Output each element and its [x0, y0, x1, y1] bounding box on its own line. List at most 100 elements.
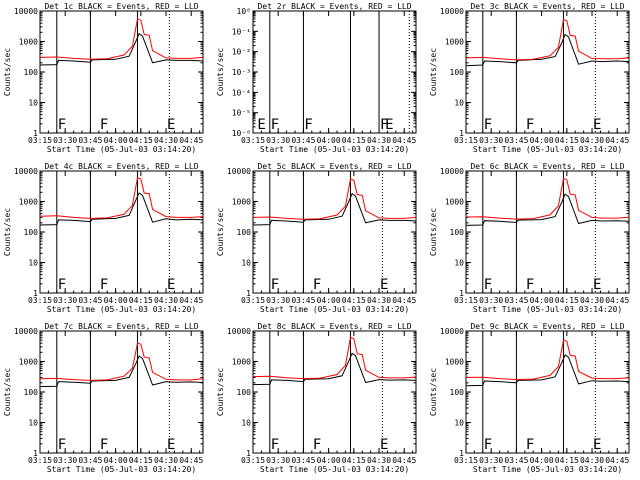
x-tick-label: 03:45 [291, 136, 315, 145]
x-tick-label: 04:00 [317, 456, 341, 465]
flag-letter: E [257, 117, 265, 133]
y-tick-label: 10⁻⁶ [232, 129, 251, 138]
flag-letter: F [526, 117, 534, 133]
x-tick-label: 03:30 [479, 456, 503, 465]
x-tick-label: 04:45 [605, 296, 629, 305]
y-tick-label: 10000 [440, 7, 464, 16]
y-tick-label: 10 [241, 259, 251, 268]
y-tick-label: 1000 [445, 38, 464, 47]
y-tick-label: 100 [450, 68, 465, 77]
panel-title: Det 5c BLACK = Events, RED = LLD [257, 162, 411, 171]
x-tick-label: 04:45 [392, 296, 416, 305]
x-tick-label: 03:30 [266, 136, 290, 145]
panel-title: Det 4c BLACK = Events, RED = LLD [44, 162, 198, 171]
y-tick-label: 10000 [227, 327, 251, 336]
flag-letter: F [58, 277, 66, 293]
x-tick-label: 03:30 [266, 296, 290, 305]
x-tick-label: 04:15 [555, 296, 579, 305]
x-tick-label: 03:45 [78, 296, 102, 305]
x-tick-label: 04:45 [605, 456, 629, 465]
flag-letter: F [484, 437, 492, 453]
x-axis-label: Start Time (05-Jul-03 03:14:20) [47, 145, 196, 154]
x-axis-label: Start Time (05-Jul-03 03:14:20) [47, 305, 196, 314]
x-tick-label: 04:00 [104, 136, 128, 145]
y-tick-label: 1 [459, 289, 464, 298]
panel-det-7: Det 7c BLACK = Events, RED = LLD 1 10 100 10… [3, 322, 204, 474]
x-tick-label: 03:30 [479, 296, 503, 305]
flag-letter: F [58, 117, 66, 133]
series-line-events [252, 192, 417, 226]
x-axis-label: Start Time (05-Jul-03 03:14:20) [473, 145, 622, 154]
y-tick-label: 10 [241, 419, 251, 428]
flag-letter: F [58, 437, 66, 453]
y-tick-label: 100 [24, 228, 39, 237]
y-tick-label: 1 [33, 449, 38, 458]
panel-title: Det 8c BLACK = Events, RED = LLD [257, 322, 411, 331]
x-tick-label: 04:30 [580, 296, 604, 305]
x-tick-label: 03:30 [53, 136, 77, 145]
panel-det-6: Det 6c BLACK = Events, RED = LLD 1 10 100 10… [429, 162, 630, 314]
x-tick-label: 04:45 [392, 136, 416, 145]
y-tick-label: 10 [28, 419, 38, 428]
series-line-lld [39, 18, 204, 60]
series-line-lld [252, 178, 417, 220]
x-axis-label: Start Time (05-Jul-03 03:14:20) [473, 305, 622, 314]
x-tick-label: 04:00 [317, 136, 341, 145]
y-tick-label: 100 [450, 388, 465, 397]
x-tick-label: 04:30 [367, 296, 391, 305]
x-tick-label: 04:00 [104, 296, 128, 305]
flag-letter: F [100, 117, 108, 133]
y-tick-label: 10000 [440, 167, 464, 176]
flag-letter: E [167, 437, 175, 453]
x-tick-label: 03:15 [454, 456, 478, 465]
x-tick-label: 03:45 [291, 296, 315, 305]
x-tick-label: 04:00 [317, 296, 341, 305]
x-tick-label: 04:15 [342, 136, 366, 145]
x-tick-label: 04:15 [555, 136, 579, 145]
y-tick-label: 10000 [14, 167, 38, 176]
y-tick-label: 10⁰ [237, 7, 251, 16]
y-tick-label: 10 [454, 99, 464, 108]
x-tick-label: 04:00 [530, 136, 554, 145]
x-tick-label: 04:15 [342, 456, 366, 465]
y-tick-label: 1 [459, 449, 464, 458]
plot-frame [465, 330, 630, 454]
y-tick-label: 1000 [19, 38, 38, 47]
flag-letter: E [385, 117, 393, 133]
flag-letter: F [526, 437, 534, 453]
series-line-events [465, 193, 630, 226]
x-tick-label: 03:30 [53, 296, 77, 305]
series-line-lld [465, 19, 630, 61]
x-tick-label: 04:45 [392, 456, 416, 465]
y-tick-label: 100 [24, 388, 39, 397]
y-axis-label: Counts/sec [429, 48, 438, 96]
series-line-lld [39, 177, 204, 219]
plot-frame [39, 10, 204, 134]
y-tick-label: 10 [28, 99, 38, 108]
x-tick-label: 04:15 [555, 456, 579, 465]
x-axis-label: Start Time (05-Jul-03 03:14:20) [47, 465, 196, 474]
y-tick-label: 10 [28, 259, 38, 268]
x-tick-label: 03:45 [504, 456, 528, 465]
series-line-events [252, 352, 417, 386]
y-tick-label: 1000 [19, 358, 38, 367]
x-axis-label: Start Time (05-Jul-03 03:14:20) [260, 465, 409, 474]
x-tick-label: 03:15 [241, 296, 265, 305]
y-tick-label: 1 [246, 289, 251, 298]
x-tick-label: 04:15 [129, 456, 153, 465]
y-tick-label: 1 [33, 129, 38, 138]
x-axis-label: Start Time (05-Jul-03 03:14:20) [260, 305, 409, 314]
series-line-events [39, 32, 204, 66]
y-tick-label: 1 [33, 289, 38, 298]
y-tick-label: 1 [246, 449, 251, 458]
x-tick-label: 04:30 [580, 456, 604, 465]
y-tick-label: 10000 [227, 167, 251, 176]
flag-letter: F [313, 277, 321, 293]
series-line-events [39, 355, 204, 388]
y-axis-label: Counts/sec [3, 208, 12, 256]
y-tick-label: 10⁻⁵ [232, 109, 251, 118]
y-axis-label: Counts/sec [3, 368, 12, 416]
y-axis-label: Counts/sec [216, 208, 225, 256]
x-tick-label: 04:45 [179, 136, 203, 145]
x-axis-label: Start Time (05-Jul-03 03:14:20) [260, 145, 409, 154]
